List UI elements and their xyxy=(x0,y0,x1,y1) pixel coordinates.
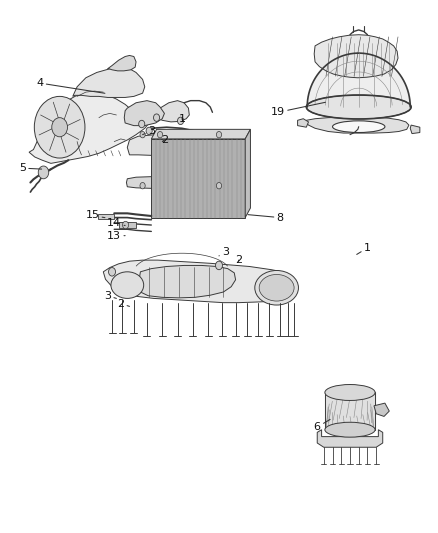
Ellipse shape xyxy=(325,384,375,400)
Text: 8: 8 xyxy=(248,213,284,223)
Polygon shape xyxy=(155,101,189,122)
Circle shape xyxy=(52,118,67,137)
Polygon shape xyxy=(73,67,145,98)
Circle shape xyxy=(215,261,223,270)
Text: 19: 19 xyxy=(271,102,325,117)
Bar xyxy=(98,214,114,219)
Bar xyxy=(151,139,245,217)
Text: 6: 6 xyxy=(314,419,330,432)
Ellipse shape xyxy=(306,95,411,119)
Text: 2: 2 xyxy=(117,298,130,309)
Ellipse shape xyxy=(255,270,298,305)
Circle shape xyxy=(216,132,222,138)
Text: 5: 5 xyxy=(19,163,42,173)
Polygon shape xyxy=(108,55,136,71)
Ellipse shape xyxy=(111,272,144,298)
Polygon shape xyxy=(374,403,389,416)
Text: 2: 2 xyxy=(161,135,168,145)
Text: 14: 14 xyxy=(107,218,125,228)
Polygon shape xyxy=(151,130,251,139)
Circle shape xyxy=(153,114,159,122)
Circle shape xyxy=(139,120,145,128)
Circle shape xyxy=(177,117,184,125)
Circle shape xyxy=(34,96,85,158)
Text: 1: 1 xyxy=(357,243,371,254)
Polygon shape xyxy=(221,134,237,177)
Text: 3: 3 xyxy=(143,126,155,136)
Text: 3: 3 xyxy=(104,290,117,301)
Polygon shape xyxy=(139,265,236,298)
Text: 15: 15 xyxy=(85,211,105,221)
Polygon shape xyxy=(127,134,234,157)
Text: 13: 13 xyxy=(107,231,125,241)
Polygon shape xyxy=(317,430,383,447)
Polygon shape xyxy=(245,130,251,217)
Polygon shape xyxy=(103,260,295,303)
Circle shape xyxy=(123,221,129,229)
Circle shape xyxy=(216,182,222,189)
Ellipse shape xyxy=(332,121,385,133)
Polygon shape xyxy=(314,35,398,78)
Text: 3: 3 xyxy=(219,247,229,256)
Polygon shape xyxy=(127,176,228,189)
Ellipse shape xyxy=(259,274,294,301)
Polygon shape xyxy=(410,125,420,134)
Text: 2: 2 xyxy=(235,255,242,265)
Circle shape xyxy=(157,132,162,138)
Circle shape xyxy=(38,166,49,179)
Polygon shape xyxy=(124,101,164,126)
Circle shape xyxy=(140,132,145,138)
Circle shape xyxy=(146,127,152,135)
Polygon shape xyxy=(297,119,308,127)
Text: 1: 1 xyxy=(178,114,185,124)
Polygon shape xyxy=(305,117,409,133)
Polygon shape xyxy=(29,92,151,164)
Circle shape xyxy=(109,268,116,276)
Text: 4: 4 xyxy=(36,78,105,93)
Ellipse shape xyxy=(325,422,375,437)
Circle shape xyxy=(140,182,145,189)
Bar xyxy=(119,222,136,228)
